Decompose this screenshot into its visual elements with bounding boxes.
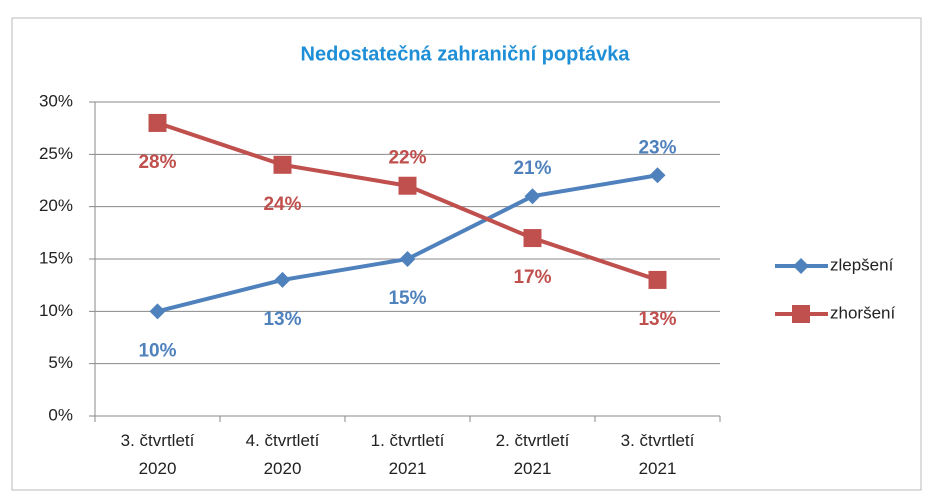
marker xyxy=(399,251,416,267)
value-label: 10% xyxy=(138,340,176,361)
marker xyxy=(524,188,541,205)
value-label: 15% xyxy=(388,288,426,309)
marker xyxy=(649,167,666,184)
value-label: 24% xyxy=(263,194,301,215)
y-tick-label: 10% xyxy=(39,301,73,320)
legend-label: zhoršení xyxy=(830,303,895,322)
x-tick-label: 4. čtvrtletí 2020 xyxy=(246,431,320,478)
y-tick-label: 5% xyxy=(48,353,73,372)
y-tick-label: 25% xyxy=(39,144,73,163)
marker xyxy=(648,270,667,289)
value-label: 13% xyxy=(638,309,676,330)
y-tick-label: 0% xyxy=(48,405,73,424)
value-label: 13% xyxy=(263,309,301,330)
value-label: 17% xyxy=(513,267,551,288)
x-tick-label: 1. čtvrtletí 2021 xyxy=(371,431,445,478)
value-label: 21% xyxy=(513,158,551,179)
legend-label: zlepšení xyxy=(830,255,894,274)
y-tick-label: 30% xyxy=(39,91,73,110)
y-tick-label: 20% xyxy=(39,196,73,215)
x-tick-label: 3. čtvrtletí 2021 xyxy=(621,431,695,478)
legend-marker xyxy=(793,258,809,274)
value-label: 22% xyxy=(388,148,426,169)
marker xyxy=(398,176,417,195)
value-label: 23% xyxy=(638,137,676,158)
legend-marker xyxy=(792,305,810,323)
marker xyxy=(149,303,166,320)
x-tick-label: 2. čtvrtletí 2021 xyxy=(496,431,570,478)
marker xyxy=(273,155,292,174)
y-tick-label: 15% xyxy=(39,248,73,267)
x-tick-label: 3. čtvrtletí 2020 xyxy=(121,431,195,478)
marker xyxy=(148,113,167,132)
value-label: 28% xyxy=(138,152,176,173)
chart-title: Nedostatečná zahraniční poptávka xyxy=(301,43,631,65)
marker xyxy=(523,229,542,248)
marker xyxy=(274,271,291,288)
chart-border xyxy=(11,17,922,491)
